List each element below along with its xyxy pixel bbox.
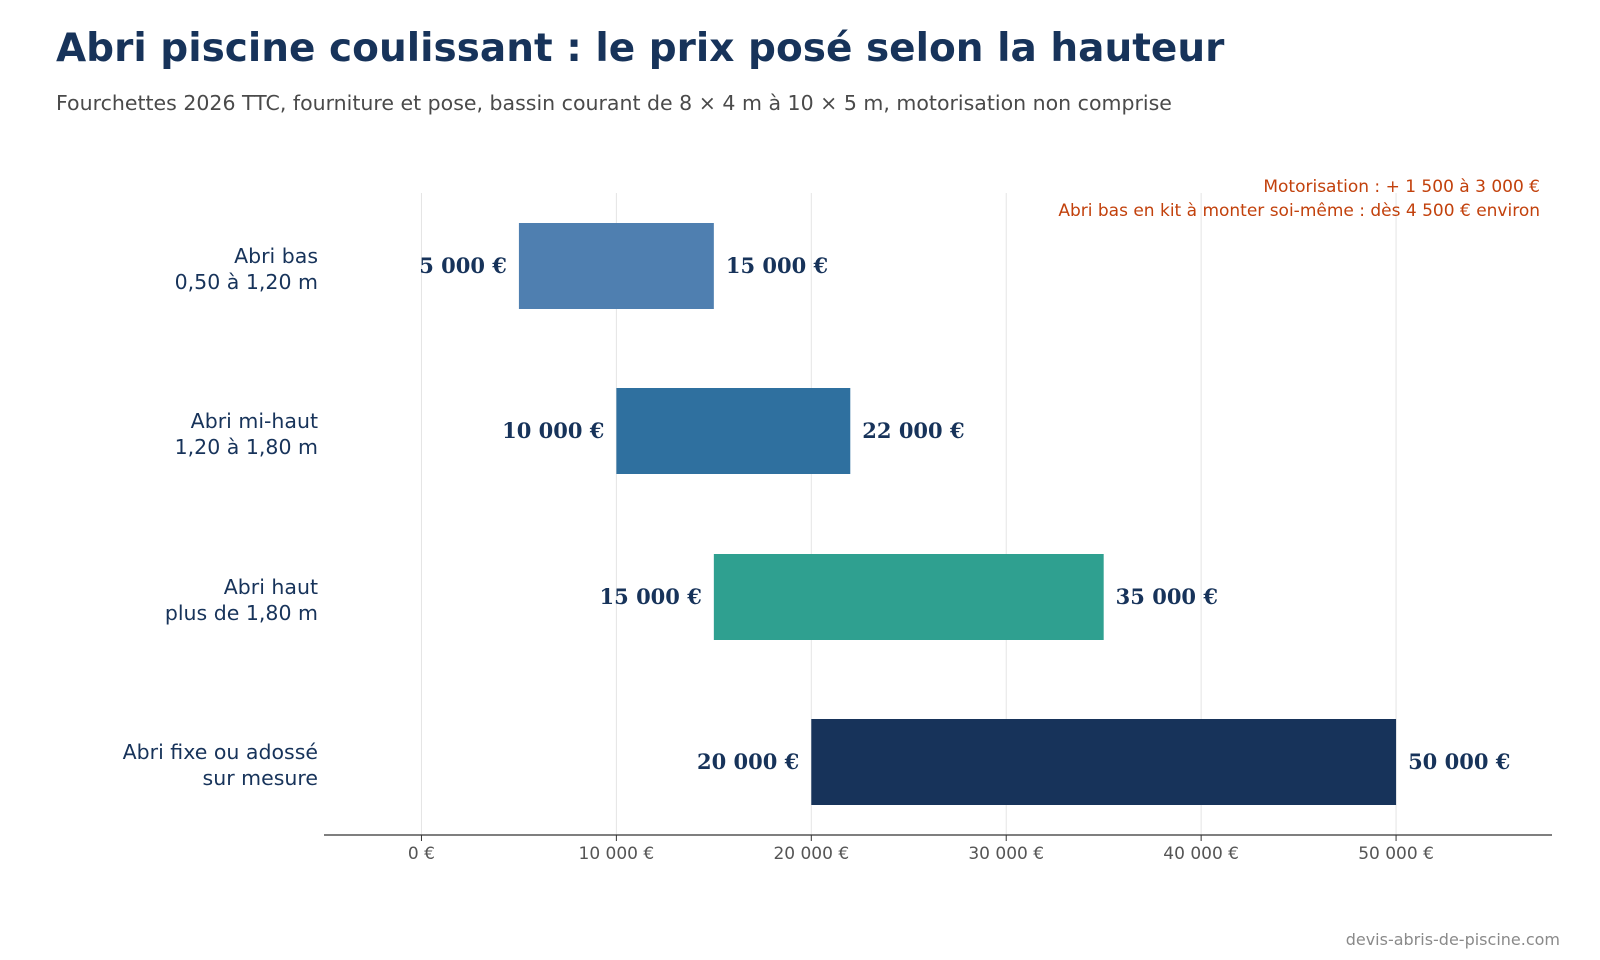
category-label-line: 0,50 à 1,20 m	[175, 270, 318, 294]
high-value-label: 35 000 €	[1116, 584, 1218, 609]
high-value-label: 15 000 €	[726, 253, 828, 278]
category-label-line: Abri fixe ou adossé	[123, 740, 318, 764]
category-label: Abri mi-haut 1,20 à 1,80 m	[175, 409, 318, 459]
high-value-label: 22 000 €	[862, 418, 964, 443]
category-label: Abri fixe ou adossé sur mesure	[123, 740, 318, 790]
x-axis: 0 € 10 000 € 20 000 € 30 000 € 40 000 € 50 00…	[324, 834, 1552, 864]
chart-title: Abri piscine coulissant : le prix posé s…	[56, 26, 1225, 71]
category-label-line: Abri mi-haut	[191, 409, 318, 433]
category-label: Abri haut plus de 1,80 m	[165, 575, 318, 625]
x-tick-label: 0 €	[408, 844, 435, 864]
x-tick-label: 50 000 €	[1358, 844, 1434, 864]
range-bar	[713, 554, 1104, 640]
annotation-note: Abri bas en kit à monter soi-même : dès …	[1058, 201, 1540, 221]
x-tick-label: 30 000 €	[968, 844, 1044, 864]
low-value-label: 15 000 €	[600, 584, 702, 609]
bars	[518, 223, 1397, 805]
x-tick-label: 20 000 €	[773, 844, 849, 864]
range-bar	[811, 719, 1397, 805]
category-label-line: 1,20 à 1,80 m	[175, 435, 318, 459]
category-label: Abri bas 0,50 à 1,20 m	[175, 244, 318, 294]
source-credit: devis-abris-de-piscine.com	[1345, 930, 1560, 949]
category-labels: Abri bas 0,50 à 1,20 m Abri mi-haut 1,20 à …	[123, 244, 318, 790]
annotations: Motorisation : + 1 500 à 3 000 € Abri bas…	[1058, 177, 1540, 221]
range-bar	[616, 388, 851, 474]
chart-subtitle: Fourchettes 2026 TTC, fourniture et pose…	[56, 91, 1172, 115]
annotation-note: Motorisation : + 1 500 à 3 000 €	[1263, 177, 1540, 197]
low-value-label: 10 000 €	[502, 418, 604, 443]
x-tick-label: 10 000 €	[579, 844, 655, 864]
range-bar	[518, 223, 714, 309]
category-label-line: Abri bas	[234, 244, 318, 268]
category-label-line: sur mesure	[203, 766, 318, 790]
low-value-label: 5 000 €	[419, 253, 507, 278]
x-tick-label: 40 000 €	[1163, 844, 1239, 864]
category-label-line: Abri haut	[224, 575, 318, 599]
category-label-line: plus de 1,80 m	[165, 601, 318, 625]
low-value-label: 20 000 €	[697, 749, 799, 774]
high-value-label: 50 000 €	[1408, 749, 1510, 774]
data-labels: 5 000 € 15 000 € 10 000 € 22 000 € 15 000 € 3…	[419, 253, 1510, 774]
